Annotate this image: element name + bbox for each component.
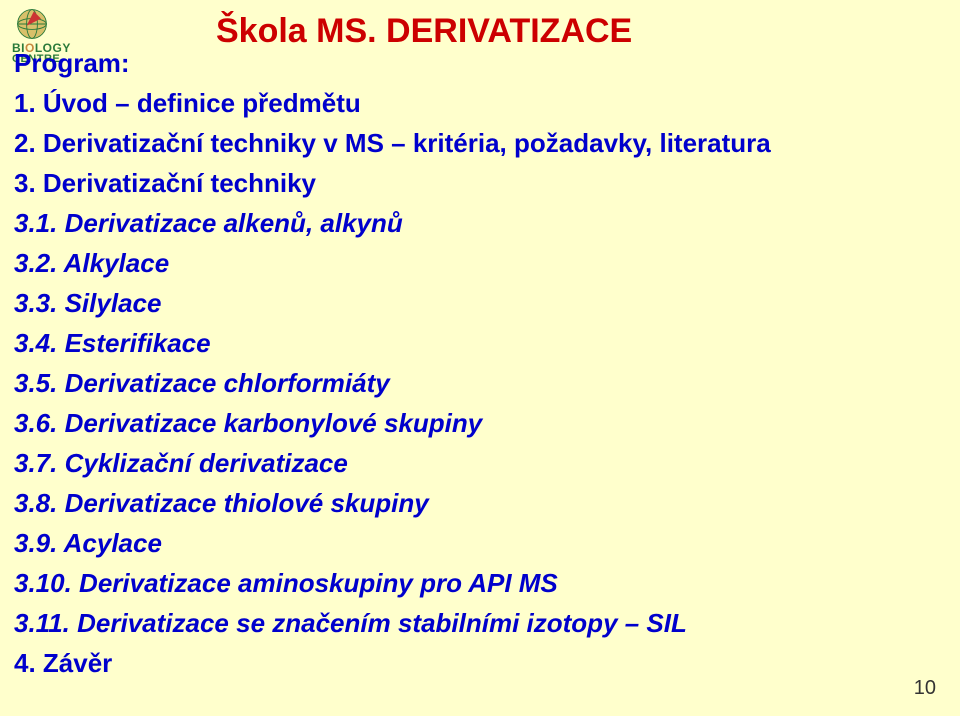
item-3-9: 3.9. Acylace bbox=[14, 530, 940, 556]
item-3-10: 3.10. Derivatizace aminoskupiny pro API … bbox=[14, 570, 940, 596]
item-3-5: 3.5. Derivatizace chlorformiáty bbox=[14, 370, 940, 396]
content-block: Program: 1. Úvod – definice předmětu 2. … bbox=[14, 50, 940, 690]
item-3-6: 3.6. Derivatizace karbonylové skupiny bbox=[14, 410, 940, 436]
logo-globe-icon bbox=[14, 6, 50, 42]
item-1: 1. Úvod – definice předmětu bbox=[14, 90, 940, 116]
page-number: 10 bbox=[914, 677, 936, 700]
item-3-11: 3.11. Derivatizace se značením stabilním… bbox=[14, 610, 940, 636]
slide-page: BIOLOGY CENTRE Škola MS. DERIVATIZACE Pr… bbox=[0, 0, 960, 716]
slide-title: Škola MS. DERIVATIZACE bbox=[216, 12, 632, 51]
item-3-8: 3.8. Derivatizace thiolové skupiny bbox=[14, 490, 940, 516]
item-4: 4. Závěr bbox=[14, 650, 940, 676]
item-3-2: 3.2. Alkylace bbox=[14, 250, 940, 276]
item-3-7: 3.7. Cyklizační derivatizace bbox=[14, 450, 940, 476]
item-3-1: 3.1. Derivatizace alkenů, alkynů bbox=[14, 210, 940, 236]
item-3-4: 3.4. Esterifikace bbox=[14, 330, 940, 356]
item-3-3: 3.3. Silylace bbox=[14, 290, 940, 316]
item-3: 3. Derivatizační techniky bbox=[14, 170, 940, 196]
item-2: 2. Derivatizační techniky v MS – kritéri… bbox=[14, 130, 940, 156]
program-heading: Program: bbox=[14, 50, 940, 76]
